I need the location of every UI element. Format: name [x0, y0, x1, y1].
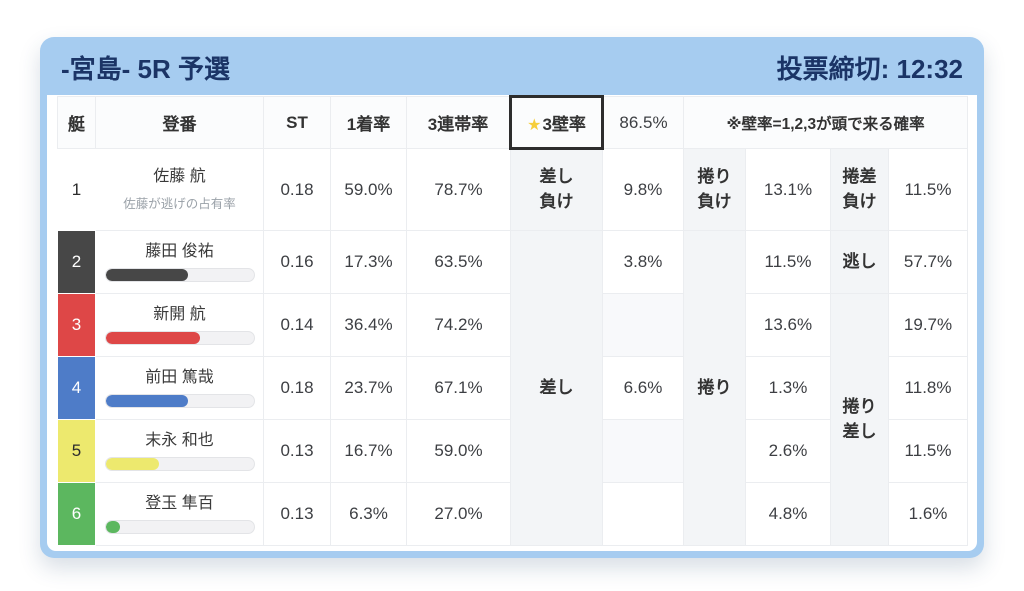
share-bar	[104, 519, 255, 534]
scenario-value: 3.8%	[602, 230, 684, 294]
scenario-label-makuri-make: 捲り負け	[683, 148, 746, 231]
first-rate-value: 23.7%	[330, 356, 407, 420]
st-value: 0.14	[263, 293, 331, 357]
stats-table: 艇 登番 ST 1着率 3連帯率 ★3壁率 86.5% ※壁率=1,2,3が頭で…	[57, 95, 969, 546]
st-value: 0.18	[263, 148, 331, 231]
racer-cell: 登玉 隼百	[95, 482, 264, 546]
race-card: -宮島- 5R 予選 投票締切: 12:32 艇 登番 ST 1着率	[40, 37, 984, 558]
scenario-value: 11.5%	[887, 148, 969, 231]
top3-rate-value: 74.2%	[406, 293, 511, 357]
table-row: 3 新開 航 0.14 36.4% 74.2% 13.6% 捲り差し 19.7%	[57, 293, 969, 546]
scenario-label-sashi-make: 差し負け	[510, 148, 603, 231]
racer-name: 末永 和也	[145, 432, 214, 450]
scenario-label-makuri: 捲り	[683, 230, 746, 546]
wall-rate-header-highlighted[interactable]: ★3壁率	[509, 95, 604, 150]
racer-cell: 前田 篤哉	[95, 356, 264, 420]
scenario-value: 13.1%	[745, 148, 831, 231]
wall-rate-note: ※壁率=1,2,3が頭で来る確率	[682, 96, 969, 149]
first-rate-value: 36.4%	[330, 293, 407, 357]
st-value: 0.13	[263, 482, 331, 546]
share-bar-fill	[105, 457, 159, 470]
col-header-first-rate: 1着率	[330, 96, 407, 149]
st-value: 0.16	[263, 230, 331, 294]
race-card-header: -宮島- 5R 予選 投票締切: 12:32	[47, 37, 977, 95]
top3-rate-value: 78.7%	[406, 148, 511, 231]
scenario-label-makuri-zashi: 捲り差し	[830, 293, 889, 546]
racer-name: 佐藤 航	[153, 167, 206, 185]
scenario-value: 6.6%	[602, 356, 684, 420]
share-bar	[104, 267, 255, 282]
boat-number-cell: 3	[57, 293, 96, 357]
racer-cell: 末永 和也	[95, 419, 264, 483]
racer-name: 藤田 俊祐	[145, 243, 214, 261]
first-rate-value: 6.3%	[330, 482, 407, 546]
scenario-value	[602, 482, 684, 546]
race-title: -宮島- 5R 予選	[61, 53, 231, 84]
first-rate-value: 17.3%	[330, 230, 407, 294]
scenario-value: 1.6%	[887, 482, 969, 546]
top3-rate-value: 59.0%	[406, 419, 511, 483]
scenario-value: 13.6%	[745, 293, 831, 357]
scenario-label-sashi: 差し	[510, 230, 603, 546]
share-bar-fill	[105, 331, 201, 344]
boat-number-cell: 4	[57, 356, 96, 420]
header-row: 艇 登番 ST 1着率 3連帯率 ★3壁率 86.5% ※壁率=1,2,3が頭で…	[57, 95, 969, 150]
race-card-body: 艇 登番 ST 1着率 3連帯率 ★3壁率 86.5% ※壁率=1,2,3が頭で…	[47, 95, 977, 551]
scenario-value: 2.6%	[745, 419, 831, 483]
table-row: 5 末永 和也 0.13 16.7% 59.0% 2.6% 11.5%	[57, 419, 969, 483]
top3-rate-value: 67.1%	[406, 356, 511, 420]
share-bar-fill	[105, 268, 189, 281]
scenario-value	[602, 419, 684, 483]
scenario-value: 1.3%	[745, 356, 831, 420]
st-value: 0.13	[263, 419, 331, 483]
racer-cell: 藤田 俊祐	[95, 230, 264, 294]
boat-number-cell: 1	[57, 148, 96, 231]
st-value: 0.18	[263, 356, 331, 420]
first-rate-value: 16.7%	[330, 419, 407, 483]
boat-number-cell: 6	[57, 482, 96, 546]
racer-subtitle: 佐藤が逃げの占有率	[123, 197, 236, 212]
share-bar-fill	[105, 394, 189, 407]
scenario-value: 11.8%	[887, 356, 969, 420]
col-header-top3-rate: 3連帯率	[406, 96, 511, 149]
boat-number-cell: 2	[57, 230, 96, 294]
scenario-value	[602, 293, 684, 357]
boat-number-cell: 5	[57, 419, 96, 483]
racer-cell: 新開 航	[95, 293, 264, 357]
scenario-value: 4.8%	[745, 482, 831, 546]
wall-rate-value: 86.5%	[602, 96, 684, 149]
col-header-boat: 艇	[57, 96, 96, 149]
scenario-value: 11.5%	[887, 419, 969, 483]
racer-cell: 佐藤 航 佐藤が逃げの占有率	[95, 148, 264, 231]
vote-deadline: 投票締切: 12:32	[776, 53, 963, 84]
table-row: 4 前田 篤哉 0.18 23.7% 67.1% 6.6% 1.3% 11.8%	[57, 356, 969, 420]
first-rate-value: 59.0%	[330, 148, 407, 231]
scenario-label-nigashi: 逃し	[830, 230, 889, 294]
racer-name: 新開 航	[153, 306, 206, 324]
share-bar	[104, 456, 255, 471]
scenario-label-makusa-make: 捲差負け	[830, 148, 889, 231]
col-header-entry: 登番	[95, 96, 264, 149]
share-bar	[104, 330, 255, 345]
share-bar	[104, 393, 255, 408]
racer-name: 前田 篤哉	[145, 369, 214, 387]
scenario-value: 11.5%	[745, 230, 831, 294]
racer-name: 登玉 隼百	[145, 495, 214, 513]
star-icon: ★	[527, 117, 542, 134]
top3-rate-value: 63.5%	[406, 230, 511, 294]
table-row: 1 佐藤 航 佐藤が逃げの占有率 0.18 59.0% 78.7% 差し負け 9…	[57, 148, 969, 231]
table-row: 6 登玉 隼百 0.13 6.3% 27.0% 4.8% 1.6%	[57, 482, 969, 546]
table-row: 2 藤田 俊祐 0.16 17.3% 63.5% 差し 3.8% 捲り 11.5…	[57, 230, 969, 546]
scenario-value: 9.8%	[602, 148, 684, 231]
col-header-st: ST	[263, 96, 331, 149]
scenario-value: 57.7%	[887, 230, 969, 294]
wall-rate-label: 3壁率	[542, 115, 586, 134]
share-bar-fill	[105, 520, 121, 533]
top3-rate-value: 27.0%	[406, 482, 511, 546]
scenario-value: 19.7%	[887, 293, 969, 357]
